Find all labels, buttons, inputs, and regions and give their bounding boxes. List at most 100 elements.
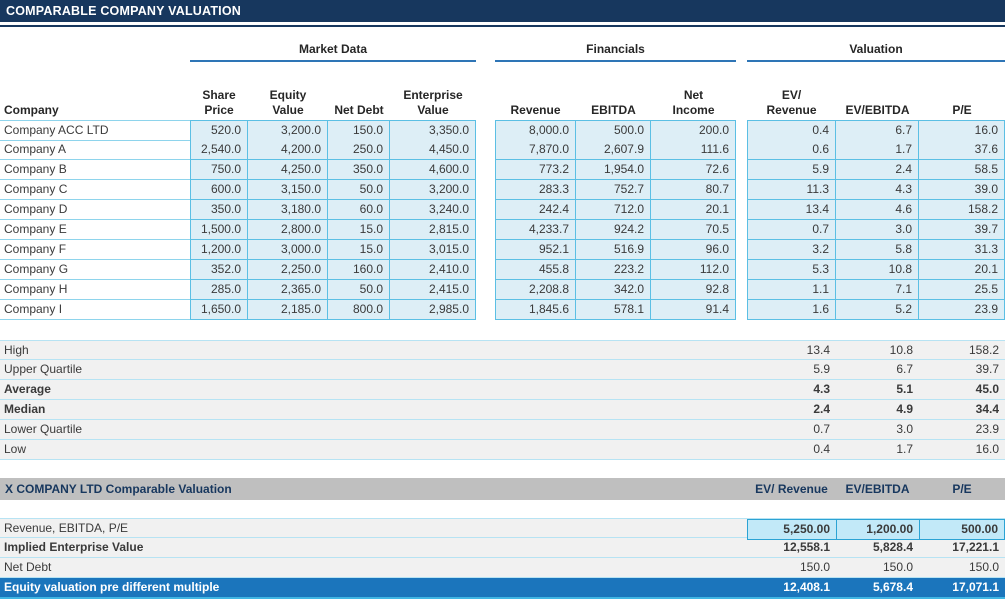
- cell-net_income[interactable]: 92.8: [651, 280, 736, 300]
- cell-ev_revenue[interactable]: 0.4: [813, 442, 830, 456]
- cell-net_income[interactable]: 112.0: [651, 260, 736, 280]
- cell-ev_revenue[interactable]: 4.3: [813, 382, 830, 396]
- cell-stat-label[interactable]: Upper Quartile: [4, 362, 83, 376]
- cell-equity_value[interactable]: 3,000.0: [248, 240, 328, 260]
- cell-stat-label[interactable]: Median: [4, 402, 46, 416]
- cell-company[interactable]: Company D: [0, 200, 190, 220]
- cell-ebitda[interactable]: 752.7: [576, 180, 651, 200]
- cell-enterprise_value[interactable]: 2,410.0: [390, 260, 476, 280]
- cell-pe[interactable]: 150.0: [968, 560, 999, 574]
- cell-enterprise_value[interactable]: 2,415.0: [390, 280, 476, 300]
- cell-ev_ebitda[interactable]: 5,828.4: [872, 540, 913, 554]
- cell-pe[interactable]: 16.0: [975, 442, 999, 456]
- cell-share_price[interactable]: 600.0: [190, 180, 248, 200]
- cell-ev_revenue[interactable]: 0.7: [747, 220, 836, 240]
- cell-net_income[interactable]: 91.4: [651, 300, 736, 320]
- cell-revenue[interactable]: 952.1: [495, 240, 576, 260]
- cell-net_income[interactable]: 96.0: [651, 240, 736, 260]
- cell-equity_value[interactable]: 4,250.0: [248, 160, 328, 180]
- cell-ev_revenue[interactable]: 3.2: [747, 240, 836, 260]
- cell-net_debt[interactable]: 160.0: [328, 260, 390, 280]
- cell-ev_ebitda[interactable]: 150.0: [882, 560, 913, 574]
- cell-share_price[interactable]: 2,540.0: [190, 140, 248, 160]
- cell-pe[interactable]: 39.7: [975, 362, 999, 376]
- cell-pe[interactable]: 45.0: [975, 382, 999, 396]
- cell-ev_ebitda[interactable]: 1.7: [836, 140, 919, 160]
- cell-ebitda[interactable]: 1,954.0: [576, 160, 651, 180]
- cell-ev_revenue[interactable]: 13.4: [806, 343, 830, 357]
- cell-pe[interactable]: 158.2: [919, 200, 1005, 220]
- cell-equity_value[interactable]: 2,185.0: [248, 300, 328, 320]
- cell-revenue[interactable]: 283.3: [495, 180, 576, 200]
- cell-ev_ebitda[interactable]: 3.0: [836, 220, 919, 240]
- cell-ev_ebitda[interactable]: 5.8: [836, 240, 919, 260]
- cell-enterprise_value[interactable]: 3,200.0: [390, 180, 476, 200]
- cell-net_debt[interactable]: 50.0: [328, 280, 390, 300]
- cell-revenue[interactable]: 455.8: [495, 260, 576, 280]
- cell-ev_ebitda[interactable]: 5.1: [896, 382, 913, 396]
- cell-ebitda[interactable]: 500.0: [576, 120, 651, 141]
- cell-net_debt[interactable]: 800.0: [328, 300, 390, 320]
- cell-ebitda[interactable]: 342.0: [576, 280, 651, 300]
- cell-net_income[interactable]: 200.0: [651, 120, 736, 141]
- cell-net_debt[interactable]: 50.0: [328, 180, 390, 200]
- cell-stat-label[interactable]: Low: [4, 442, 27, 456]
- cell-revenue[interactable]: 242.4: [495, 200, 576, 220]
- cell-company[interactable]: Company I: [0, 300, 190, 320]
- cell-stat-label[interactable]: Lower Quartile: [4, 422, 83, 436]
- cell-pe[interactable]: 31.3: [919, 240, 1005, 260]
- cell-company[interactable]: Company G: [0, 260, 190, 280]
- cell-share_price[interactable]: 1,200.0: [190, 240, 248, 260]
- cell-share_price[interactable]: 1,500.0: [190, 220, 248, 240]
- cell-pe[interactable]: 23.9: [919, 300, 1005, 320]
- cell-pe[interactable]: 58.5: [919, 160, 1005, 180]
- cell-ev_revenue[interactable]: 2.4: [813, 402, 830, 416]
- cell-net_income[interactable]: 72.6: [651, 160, 736, 180]
- cell-revenue[interactable]: 7,870.0: [495, 140, 576, 160]
- cell-revenue[interactable]: 8,000.0: [495, 120, 576, 141]
- cell-share_price[interactable]: 750.0: [190, 160, 248, 180]
- cell-revenue[interactable]: 4,233.7: [495, 220, 576, 240]
- cell-ev_revenue[interactable]: 12,558.1: [783, 540, 830, 554]
- cell-ebitda[interactable]: 712.0: [576, 200, 651, 220]
- cell-ev_revenue[interactable]: 5.3: [747, 260, 836, 280]
- cell-pe[interactable]: 17,071.1: [952, 580, 999, 594]
- cell-stat-label[interactable]: High: [4, 343, 29, 357]
- cell-company[interactable]: Company C: [0, 180, 190, 200]
- cell-ev_ebitda[interactable]: 7.1: [836, 280, 919, 300]
- cell-ebitda[interactable]: 2,607.9: [576, 140, 651, 160]
- cell-ev_ebitda[interactable]: 4.3: [836, 180, 919, 200]
- cell-net_debt[interactable]: 15.0: [328, 240, 390, 260]
- cell-company[interactable]: Company H: [0, 280, 190, 300]
- cell-ev_revenue[interactable]: 5.9: [747, 160, 836, 180]
- cell-ev_ebitda[interactable]: 10.8: [836, 260, 919, 280]
- cell-ev_ebitda[interactable]: 2.4: [836, 160, 919, 180]
- cell-enterprise_value[interactable]: 2,815.0: [390, 220, 476, 240]
- cell-ebitda[interactable]: 223.2: [576, 260, 651, 280]
- cell-pe[interactable]: 20.1: [919, 260, 1005, 280]
- cell-ev_revenue[interactable]: 0.4: [747, 120, 836, 141]
- cell-net_debt[interactable]: 60.0: [328, 200, 390, 220]
- cell-ev_ebitda[interactable]: 3.0: [896, 422, 913, 436]
- cell-company[interactable]: Company ACC LTD: [0, 120, 190, 141]
- cell-stat-label[interactable]: Average: [4, 382, 51, 396]
- cell-row-label[interactable]: Net Debt: [4, 560, 52, 574]
- cell-pe[interactable]: 25.5: [919, 280, 1005, 300]
- cell-row-label[interactable]: Implied Enterprise Value: [4, 540, 144, 554]
- cell-net_income[interactable]: 80.7: [651, 180, 736, 200]
- cell-ev_revenue[interactable]: 12,408.1: [783, 580, 830, 594]
- cell-ev_revenue[interactable]: 5,250.00: [747, 519, 836, 540]
- cell-pe[interactable]: 39.0: [919, 180, 1005, 200]
- cell-ev_revenue[interactable]: 1.6: [747, 300, 836, 320]
- cell-ev_revenue[interactable]: 1.1: [747, 280, 836, 300]
- cell-enterprise_value[interactable]: 3,015.0: [390, 240, 476, 260]
- cell-net_debt[interactable]: 250.0: [328, 140, 390, 160]
- cell-ev_ebitda[interactable]: 5,678.4: [872, 580, 913, 594]
- cell-pe[interactable]: 500.00: [919, 519, 1005, 540]
- cell-ev_revenue[interactable]: 0.7: [813, 422, 830, 436]
- cell-enterprise_value[interactable]: 2,985.0: [390, 300, 476, 320]
- cell-net_debt[interactable]: 15.0: [328, 220, 390, 240]
- cell-ev_revenue[interactable]: 150.0: [799, 560, 830, 574]
- cell-equity_value[interactable]: 3,200.0: [248, 120, 328, 141]
- cell-pe[interactable]: 16.0: [919, 120, 1005, 141]
